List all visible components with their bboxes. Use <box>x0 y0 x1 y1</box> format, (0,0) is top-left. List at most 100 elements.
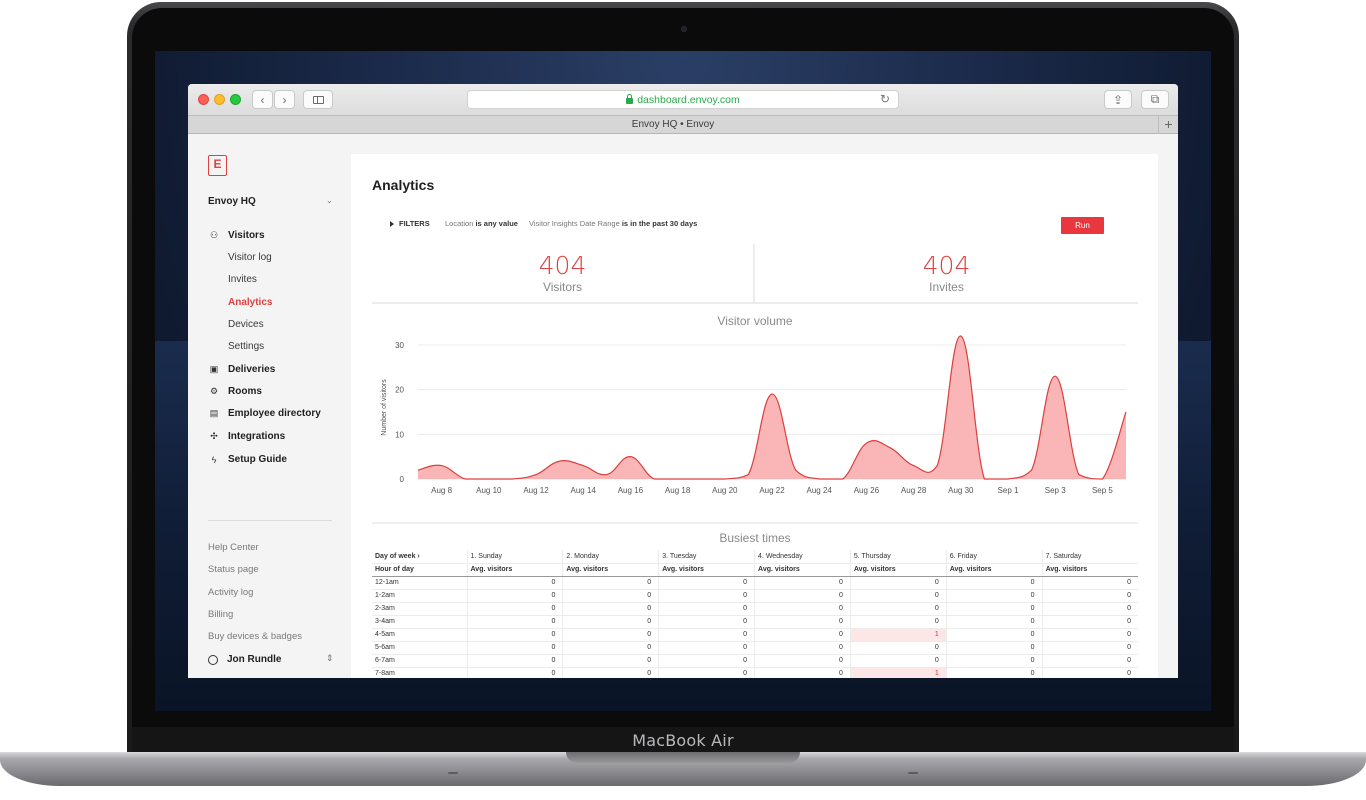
sidebar-item-label: Visitors <box>228 230 265 241</box>
box-icon: ▣ <box>209 364 219 374</box>
tab-active[interactable]: Envoy HQ • Envoy <box>631 119 715 130</box>
row-header-day[interactable]: Day of week › <box>372 550 467 564</box>
sidebar-item-label: Employee directory <box>228 408 321 419</box>
status-page-link[interactable]: Status page <box>208 564 259 575</box>
value-cell: 0 <box>562 628 659 642</box>
column-header-day[interactable]: 5. Thursday <box>849 550 947 564</box>
share-icon: ⇪ <box>1112 92 1124 107</box>
envoy-logo[interactable]: E <box>208 155 227 176</box>
sidebar-item-settings[interactable]: Settings <box>228 341 265 352</box>
zoom-window-button[interactable] <box>230 94 241 105</box>
location-filter[interactable]: Location is any value <box>445 219 518 228</box>
table-row: 3-4am 0 0 0 0 0 0 0 <box>372 615 1138 629</box>
visitors-kpi: 404 Visitors <box>372 244 753 304</box>
column-header-metric: Avg. visitors <box>849 563 947 577</box>
visitors-icon: ⚇ <box>209 230 219 240</box>
x-tick-label: Sep 3 <box>1045 486 1066 495</box>
value-cell: 1 <box>849 667 947 678</box>
new-tab-button[interactable]: + <box>1158 115 1178 134</box>
value-cell: 0 <box>1041 576 1138 590</box>
buy-devices-link[interactable]: Buy devices & badges <box>208 631 303 642</box>
value-cell: 0 <box>754 628 851 642</box>
value-cell: 0 <box>466 654 563 668</box>
sidebar-item-label: Deliveries <box>228 364 276 375</box>
sidebar-item-devices[interactable]: Devices <box>228 319 264 330</box>
lock-icon <box>626 93 634 104</box>
value-cell: 0 <box>754 615 851 629</box>
column-header-day[interactable]: 7. Saturday <box>1041 550 1138 564</box>
caret-right-icon[interactable] <box>390 221 394 227</box>
sidebar-item-visitor-log[interactable]: Visitor log <box>228 252 272 263</box>
column-header-day[interactable]: 6. Friday <box>945 550 1043 564</box>
value-cell: 0 <box>754 589 851 603</box>
sidebar-toggle-button[interactable] <box>303 90 333 109</box>
user-menu[interactable]: Jon Rundle <box>208 654 281 665</box>
app: E Envoy HQ ⌄ ⚇ Visitors Visitor log Invi… <box>188 134 1178 678</box>
x-tick-label: Aug 18 <box>665 486 691 495</box>
value-cell: 0 <box>754 576 851 590</box>
x-tick-label: Aug 16 <box>618 486 644 495</box>
value-cell: 0 <box>466 589 563 603</box>
billing-link[interactable]: Billing <box>208 609 234 620</box>
x-tick-label: Aug 26 <box>854 486 880 495</box>
value-cell: 0 <box>562 576 659 590</box>
value-cell: 0 <box>562 667 659 678</box>
sidebar-item-rooms[interactable]: ⚙ Rooms <box>208 386 262 397</box>
hour-cell: 3-4am <box>372 615 467 629</box>
kpi-label: Visitors <box>542 280 583 294</box>
sidebar-item-integrations[interactable]: ✣ Integrations <box>208 431 285 442</box>
series-line <box>417 335 1127 480</box>
sidebar-item-invites[interactable]: Invites <box>228 274 257 285</box>
column-header-day[interactable]: 2. Monday <box>562 550 659 564</box>
minimize-window-button[interactable] <box>214 94 225 105</box>
browser-toolbar: ‹ › dashboard.envoy.com ↻ ⇪ ⧉ <box>188 84 1178 115</box>
chevron-updown-icon[interactable]: ⇕ <box>326 653 334 663</box>
share-button[interactable]: ⇪ <box>1104 90 1132 109</box>
sidebar-item-setup-guide[interactable]: ϟ Setup Guide <box>208 454 287 465</box>
x-tick-label: Aug 8 <box>431 486 452 495</box>
visitor-volume-chart: 0 10 20 30 Number of visitors Aug 8 Aug 10 Aug … <box>372 326 1138 516</box>
value-cell: 0 <box>849 654 947 668</box>
location-switcher[interactable]: Envoy HQ <box>208 196 256 207</box>
value-cell: 0 <box>658 602 755 616</box>
chevron-left-icon: ‹ <box>260 92 265 107</box>
column-header-metric: Avg. visitors <box>754 563 851 577</box>
hour-cell: 5-6am <box>372 641 467 655</box>
url-text: dashboard.envoy.com <box>637 93 740 106</box>
column-header-day[interactable]: 4. Wednesday <box>754 550 851 564</box>
kpi-value: 404 <box>538 251 587 280</box>
address-bar[interactable]: dashboard.envoy.com ↻ <box>467 90 899 109</box>
value-cell: 0 <box>562 589 659 603</box>
sidebar-item-label: Integrations <box>228 431 286 442</box>
reload-icon[interactable]: ↻ <box>879 92 890 106</box>
column-header-day[interactable]: 1. Sunday <box>466 550 563 564</box>
run-button[interactable]: Run <box>1061 217 1104 234</box>
column-header-metric: Avg. visitors <box>562 563 659 577</box>
sidebar-item-employee-directory[interactable]: ▤ Employee directory <box>208 408 321 419</box>
laptop-notch <box>566 752 800 763</box>
camera-icon <box>681 26 687 32</box>
filter-bar: FILTERS Location is any value Visitor In… <box>372 216 1138 238</box>
tabs-overview-button[interactable]: ⧉ <box>1141 90 1169 109</box>
value-cell: 0 <box>562 602 659 616</box>
chevron-down-icon[interactable]: ⌄ <box>326 196 333 205</box>
help-center-link[interactable]: Help Center <box>208 542 259 553</box>
table-row: 2-3am 0 0 0 0 0 0 0 <box>372 602 1138 616</box>
y-tick-label: 30 <box>395 341 404 350</box>
column-header-day[interactable]: 3. Tuesday <box>658 550 755 564</box>
value-cell: 0 <box>849 576 947 590</box>
back-button[interactable]: ‹ <box>252 90 273 109</box>
date-range-filter[interactable]: Visitor Insights Date Range is in the pa… <box>529 219 697 228</box>
forward-button[interactable]: › <box>274 90 295 109</box>
header-label: Day of week <box>375 552 416 560</box>
sidebar-item-visitors[interactable]: ⚇ Visitors <box>208 230 265 241</box>
sidebar-item-deliveries[interactable]: ▣ Deliveries <box>208 364 276 375</box>
value-cell: 0 <box>466 641 563 655</box>
close-window-button[interactable] <box>198 94 209 105</box>
activity-log-link[interactable]: Activity log <box>208 587 254 598</box>
rooms-icon: ⚙ <box>209 386 219 396</box>
filters-toggle[interactable]: FILTERS <box>399 219 430 228</box>
sidebar-item-analytics[interactable]: Analytics <box>228 297 273 308</box>
x-tick-label: Sep 1 <box>998 486 1019 495</box>
